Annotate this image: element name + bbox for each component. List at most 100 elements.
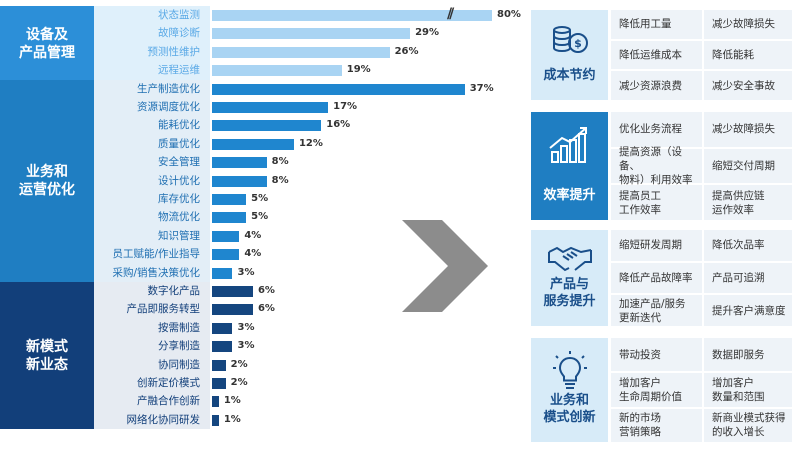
coins-icon: $ bbox=[531, 22, 608, 56]
group-band bbox=[94, 79, 210, 282]
value-label: 4% bbox=[244, 248, 262, 260]
bar bbox=[212, 267, 233, 279]
category-label: 产融合作创新 bbox=[137, 395, 200, 408]
panel-title: 成本节约 bbox=[543, 68, 596, 83]
value-label: 6% bbox=[257, 303, 275, 315]
group-band bbox=[94, 6, 210, 82]
benefit-cell: 数据即服务 bbox=[704, 338, 792, 372]
category-label: 状态监测 bbox=[158, 9, 200, 21]
handshake-icon bbox=[531, 242, 608, 274]
value-label: 5% bbox=[251, 193, 269, 204]
category-label: 产品即服务转型 bbox=[126, 303, 201, 316]
bar bbox=[212, 322, 233, 334]
value-label: 8% bbox=[271, 174, 289, 186]
bar bbox=[212, 359, 226, 371]
bar bbox=[212, 212, 247, 224]
value-label: 16% bbox=[326, 119, 351, 131]
category-label: 预测性维护 bbox=[147, 45, 201, 58]
value-label: 8% bbox=[271, 156, 289, 168]
value-label: 26% bbox=[394, 45, 419, 57]
panel-title: 效率提升 bbox=[543, 188, 596, 203]
category-label: 分享制造 bbox=[158, 340, 200, 353]
benefit-cell: 降低次品率 bbox=[704, 230, 792, 261]
value-label: 1% bbox=[223, 413, 241, 425]
category-label: 物流优化 bbox=[158, 211, 200, 224]
panel-title: 产品与 服务提升 bbox=[543, 277, 596, 309]
panel-header-bg bbox=[531, 338, 608, 442]
growth-chart-icon bbox=[531, 124, 608, 164]
benefit-cell: 降低能耗 bbox=[704, 40, 792, 70]
value-label: 2% bbox=[230, 358, 248, 370]
value-label: 2% bbox=[230, 377, 248, 388]
benefit-cell: 减少资源浪费 bbox=[611, 71, 702, 100]
bar bbox=[212, 28, 411, 40]
value-label: 3% bbox=[237, 266, 255, 278]
bar bbox=[212, 396, 219, 408]
benefit-cell: 减少故障损失 bbox=[704, 10, 792, 39]
bar bbox=[212, 378, 226, 389]
bar bbox=[212, 157, 267, 169]
bar bbox=[212, 83, 465, 95]
value-label: 80% bbox=[497, 9, 521, 20]
category-label: 知识管理 bbox=[158, 229, 200, 242]
group-label: 业务和 运营优化 bbox=[0, 79, 94, 282]
bar bbox=[212, 304, 253, 316]
arrow-chevron-icon bbox=[402, 220, 488, 312]
bar bbox=[212, 286, 253, 297]
benefit-cell: 优化业务流程 bbox=[611, 112, 702, 147]
benefit-cell: 减少故障损失 bbox=[704, 112, 792, 147]
benefit-cell: 减少安全事故 bbox=[704, 71, 792, 100]
benefit-cell: 增加客户 数量和范围 bbox=[704, 373, 792, 407]
benefit-cell: 加速产品/服务 更新迭代 bbox=[611, 295, 702, 326]
category-label: 创新定价模式 bbox=[137, 377, 200, 389]
value-label: 6% bbox=[257, 285, 275, 296]
benefit-cell: 提高资源（设备、 物料）利用效率 bbox=[611, 146, 702, 186]
value-label: 37% bbox=[469, 82, 494, 94]
value-label: 29% bbox=[415, 27, 439, 39]
category-label: 协同制造 bbox=[158, 358, 200, 371]
lightbulb-icon bbox=[531, 350, 608, 392]
value-label: 3% bbox=[237, 321, 255, 333]
category-label: 员工赋能/作业指导 bbox=[112, 248, 200, 261]
panel-header-bg bbox=[531, 10, 608, 100]
axis-break-mark: // bbox=[447, 6, 454, 22]
value-label: 17% bbox=[333, 101, 358, 112]
bar bbox=[212, 194, 247, 205]
category-label: 按需制造 bbox=[158, 321, 200, 334]
category-label: 质量优化 bbox=[158, 137, 200, 150]
bar bbox=[212, 175, 267, 187]
value-label: 19% bbox=[346, 64, 371, 76]
benefit-cell: 降低用工量 bbox=[611, 10, 702, 39]
category-label: 资源调度优化 bbox=[137, 101, 200, 113]
benefit-cell: 产品可追溯 bbox=[704, 262, 792, 294]
bar bbox=[212, 10, 492, 21]
bar bbox=[212, 230, 240, 242]
category-label: 网络化协同研发 bbox=[126, 413, 201, 426]
category-label: 能耗优化 bbox=[158, 119, 200, 132]
benefit-cell: 带动投资 bbox=[611, 338, 702, 372]
category-label: 安全管理 bbox=[158, 156, 200, 169]
svg-text:$: $ bbox=[574, 37, 582, 50]
bar bbox=[212, 65, 342, 77]
bar bbox=[212, 249, 240, 261]
value-label: 4% bbox=[244, 229, 262, 241]
panel-header-bg bbox=[531, 112, 608, 220]
category-label: 远程运维 bbox=[158, 64, 200, 77]
benefit-cell: 增加客户 生命周期价值 bbox=[611, 373, 702, 407]
bar bbox=[212, 414, 219, 426]
benefit-cell: 提升客户满意度 bbox=[704, 295, 792, 326]
benefit-cell: 降低运维成本 bbox=[611, 40, 702, 70]
group-label: 新模式 新业态 bbox=[0, 282, 94, 430]
panel-header-bg bbox=[531, 230, 608, 326]
value-label: 3% bbox=[237, 340, 255, 352]
bar bbox=[212, 138, 294, 150]
value-label: 12% bbox=[298, 137, 323, 149]
benefit-cell: 缩短研发周期 bbox=[611, 230, 702, 261]
benefit-cell: 新的市场 营销策略 bbox=[611, 408, 702, 442]
benefit-cell: 提高供应链 运作效率 bbox=[704, 185, 792, 220]
panel-title: 业务和 模式创新 bbox=[543, 393, 596, 425]
group-band bbox=[94, 282, 210, 430]
value-label: 5% bbox=[251, 211, 269, 223]
value-label: 1% bbox=[223, 395, 241, 407]
